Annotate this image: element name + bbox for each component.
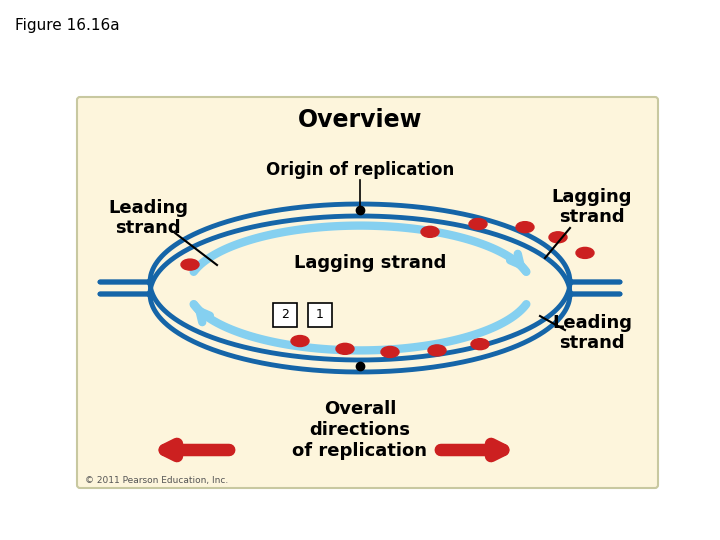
FancyBboxPatch shape xyxy=(77,97,658,488)
Text: Overview: Overview xyxy=(298,108,422,132)
Text: © 2011 Pearson Education, Inc.: © 2011 Pearson Education, Inc. xyxy=(85,476,228,485)
Ellipse shape xyxy=(471,339,489,350)
Ellipse shape xyxy=(576,247,594,259)
Text: 1: 1 xyxy=(316,308,324,321)
Text: Overall
directions
of replication: Overall directions of replication xyxy=(292,400,428,460)
Text: Figure 16.16a: Figure 16.16a xyxy=(15,18,120,33)
Ellipse shape xyxy=(421,226,439,238)
Ellipse shape xyxy=(469,219,487,230)
Ellipse shape xyxy=(336,343,354,354)
Ellipse shape xyxy=(428,345,446,356)
Text: Lagging strand: Lagging strand xyxy=(294,254,446,272)
Ellipse shape xyxy=(181,259,199,270)
Ellipse shape xyxy=(549,232,567,243)
Text: Lagging
strand: Lagging strand xyxy=(552,187,632,226)
Text: Leading
strand: Leading strand xyxy=(108,199,188,238)
Text: Leading
strand: Leading strand xyxy=(552,314,632,353)
Ellipse shape xyxy=(291,335,309,347)
FancyBboxPatch shape xyxy=(308,303,332,327)
Ellipse shape xyxy=(381,347,399,357)
FancyBboxPatch shape xyxy=(273,303,297,327)
Ellipse shape xyxy=(516,221,534,233)
Text: Origin of replication: Origin of replication xyxy=(266,161,454,179)
Text: 2: 2 xyxy=(281,308,289,321)
